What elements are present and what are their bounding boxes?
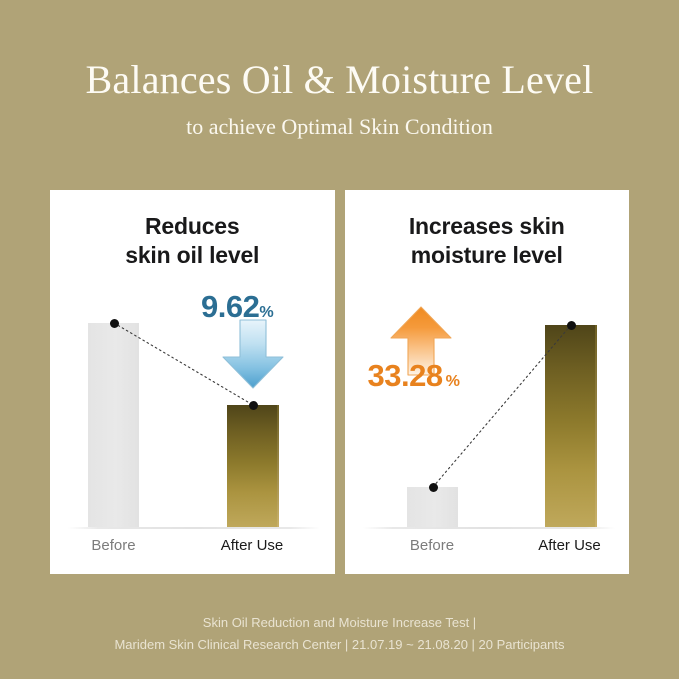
arrow-up-icon xyxy=(388,305,454,382)
data-point-after-oil xyxy=(249,401,258,410)
axis-label-after-moisture: After Use xyxy=(538,537,601,554)
data-point-after-moisture xyxy=(566,321,576,330)
bar-after-moisture xyxy=(544,325,597,527)
chart-title-moisture-line1: Increases skin xyxy=(408,213,565,239)
bar-before-oil xyxy=(88,323,139,527)
value-moisture-unit: % xyxy=(445,372,460,390)
bar-after-oil xyxy=(227,405,279,527)
axis-baseline xyxy=(362,527,615,529)
chart-panel-oil: Reduces skin oil level Before After Use … xyxy=(50,190,335,574)
value-oil: 9.62% xyxy=(201,289,274,325)
plot-area-oil: Before After Use xyxy=(50,190,335,574)
value-oil-number: 9.62 xyxy=(201,289,260,324)
footer-line-1: Skin Oil Reduction and Moisture Increase… xyxy=(202,615,477,631)
bar-before-moisture xyxy=(406,487,458,527)
chart-title-moisture: Increases skin moisture level xyxy=(345,212,630,271)
chart-title-oil-line1: Reduces xyxy=(145,213,240,239)
page-subtitle: to achieve Optimal Skin Condition xyxy=(186,113,493,139)
axis-label-before-moisture: Before xyxy=(409,537,455,554)
chart-title-oil: Reduces skin oil level xyxy=(50,212,335,271)
data-point-before-moisture xyxy=(428,483,438,492)
arrow-down-icon xyxy=(220,318,286,395)
axis-label-after-oil: After Use xyxy=(220,537,284,554)
axis-baseline xyxy=(68,527,320,529)
value-moisture-number: 33.28 xyxy=(367,358,444,393)
value-oil-unit: % xyxy=(259,303,274,321)
chart-title-moisture-line2: moisture level xyxy=(410,242,563,269)
data-point-before-oil xyxy=(110,319,119,328)
footer-line-2: Maridem Skin Clinical Research Center | … xyxy=(114,636,565,652)
chart-panel-moisture: Increases skin moisture level Before Aft… xyxy=(344,190,630,574)
footer: Skin Oil Reduction and Moisture Increase… xyxy=(0,612,679,655)
axis-label-before-oil: Before xyxy=(91,537,136,554)
chart-title-oil-line2: skin oil level xyxy=(125,242,260,269)
value-moisture: 33.28% xyxy=(368,358,460,394)
page-title: Balances Oil & Moisture Level xyxy=(85,57,594,102)
charts-container: Reduces skin oil level Before After Use … xyxy=(50,190,629,574)
header: Balances Oil & Moisture Level to achieve… xyxy=(0,0,679,139)
